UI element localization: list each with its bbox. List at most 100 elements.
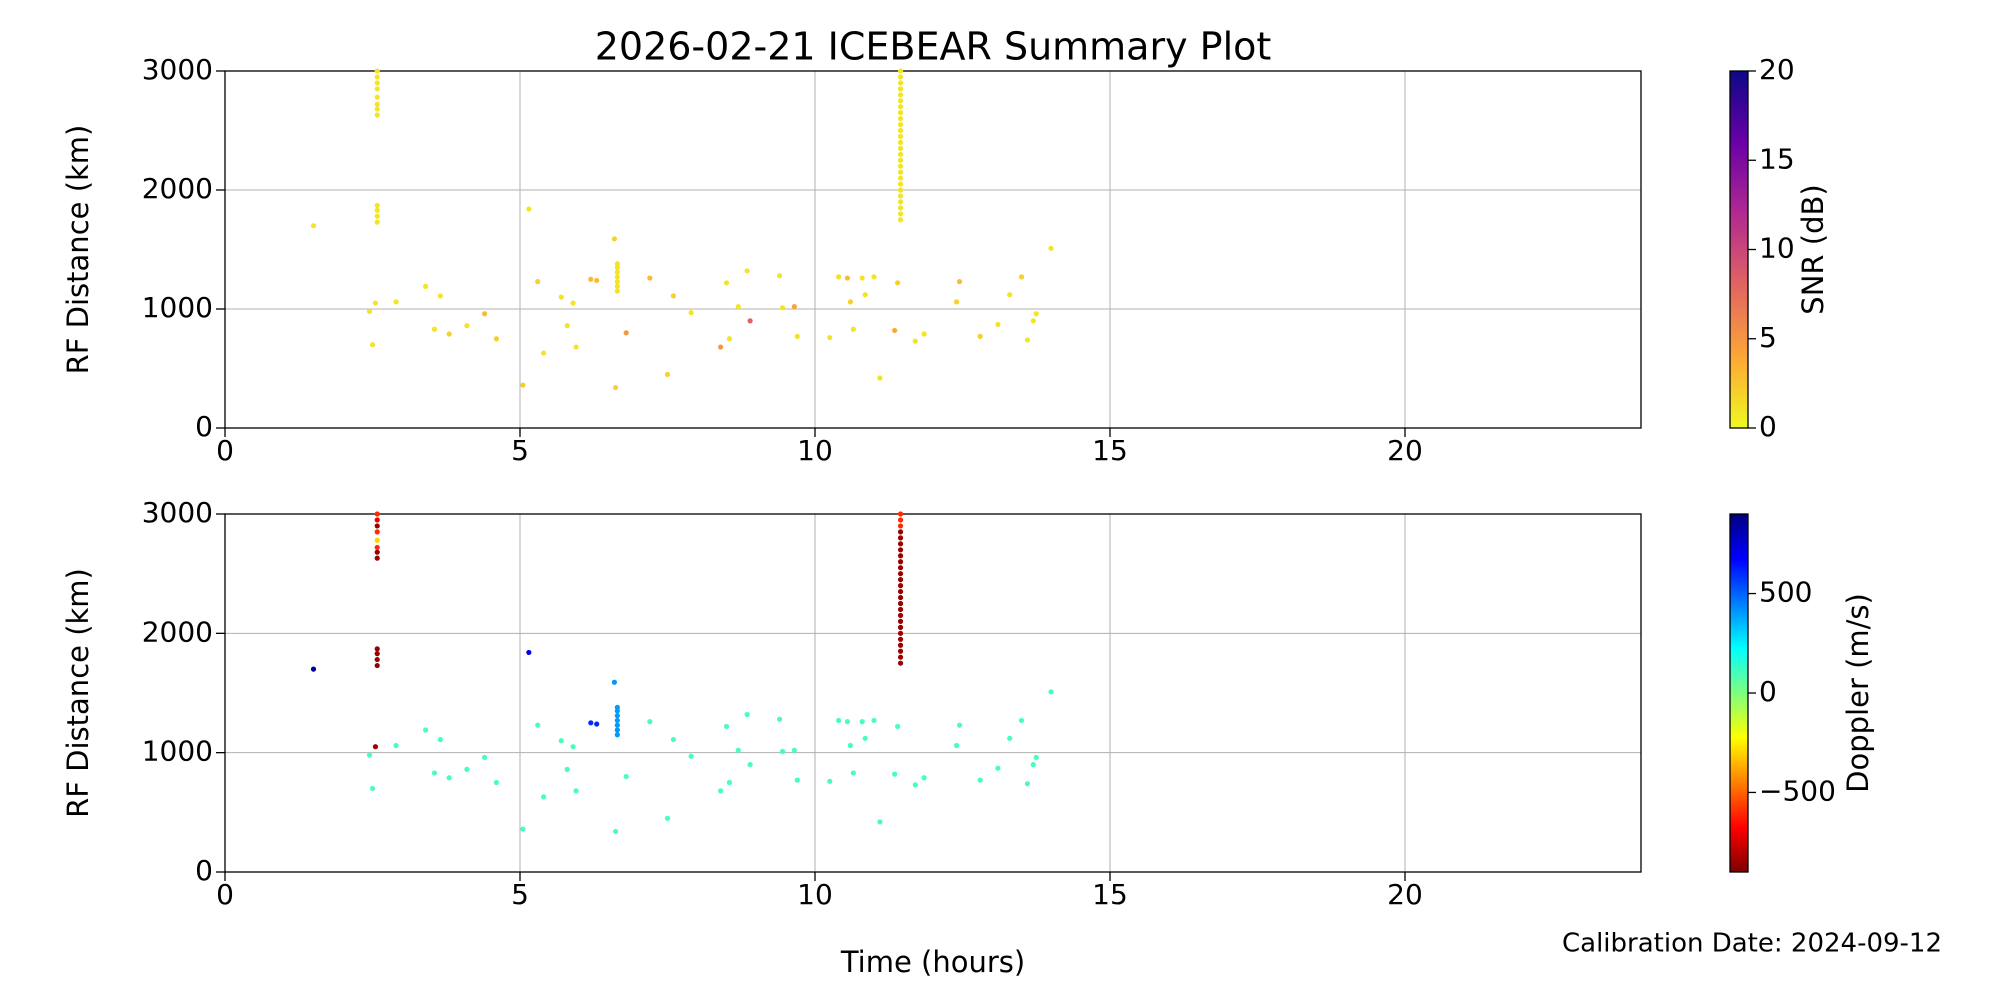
point: [897, 517, 904, 523]
points: [310, 68, 1054, 391]
point: [374, 68, 380, 74]
point: [437, 293, 443, 299]
x-tick-label: 15: [1092, 434, 1128, 467]
point: [614, 704, 620, 710]
point: [374, 549, 380, 555]
point: [688, 753, 694, 759]
points: [310, 511, 1054, 835]
point: [1030, 318, 1036, 324]
point: [897, 553, 904, 559]
x-axis-label: Time (hours): [840, 945, 1025, 979]
point: [895, 280, 901, 286]
plot-area: [225, 71, 1641, 428]
point: [446, 775, 452, 781]
point: [1024, 781, 1030, 787]
point: [897, 642, 904, 648]
point: [493, 779, 499, 786]
point: [744, 268, 750, 274]
point: [664, 815, 671, 821]
colorbar-label: Doppler (m/s): [1841, 593, 1875, 793]
point: [374, 544, 380, 551]
point: [897, 511, 904, 517]
point: [892, 327, 898, 334]
point: [594, 277, 600, 284]
point: [897, 127, 904, 134]
point: [611, 236, 618, 242]
point: [614, 274, 620, 280]
point: [647, 275, 653, 281]
point: [1030, 762, 1036, 768]
y-tick-label: 0: [195, 410, 213, 443]
point: [614, 713, 620, 719]
point: [1048, 245, 1054, 251]
x-tick-label: 15: [1092, 878, 1128, 911]
point: [844, 719, 851, 725]
point: [735, 747, 741, 753]
point: [836, 274, 842, 280]
point: [369, 342, 376, 348]
point: [374, 207, 380, 213]
point: [871, 717, 877, 724]
point: [541, 794, 547, 800]
point: [897, 594, 904, 601]
point: [897, 636, 904, 642]
point: [374, 213, 380, 219]
point: [588, 276, 594, 282]
point: [897, 199, 904, 205]
point: [723, 723, 730, 730]
point: [310, 223, 317, 229]
point: [836, 717, 842, 724]
colorbar: [1729, 513, 1749, 873]
point: [1033, 754, 1039, 761]
colorbar-tick-label: 10: [1759, 232, 1795, 265]
point: [871, 274, 877, 280]
point: [954, 299, 960, 305]
point: [956, 722, 963, 728]
point: [493, 336, 499, 342]
point: [374, 646, 380, 652]
point: [374, 662, 380, 669]
point: [310, 666, 317, 672]
x-tick-label: 5: [511, 434, 529, 467]
point: [777, 716, 783, 722]
point: [847, 742, 854, 749]
point: [594, 721, 600, 727]
point: [779, 305, 786, 311]
point: [897, 205, 904, 211]
point: [744, 711, 750, 718]
point: [670, 293, 677, 299]
point: [464, 323, 470, 329]
point: [664, 371, 671, 378]
point: [977, 777, 983, 783]
point: [897, 163, 904, 169]
point: [535, 722, 541, 728]
x-tick-label: 20: [1387, 434, 1423, 467]
point: [374, 80, 380, 86]
point: [374, 511, 380, 517]
point: [735, 304, 741, 310]
point: [564, 323, 570, 329]
colorbar-tick-label: 500: [1759, 576, 1812, 609]
point: [897, 86, 904, 92]
point: [374, 106, 380, 112]
point: [827, 778, 833, 784]
point: [564, 766, 570, 772]
point: [614, 708, 620, 714]
point: [482, 754, 488, 761]
x-tick-label: 20: [1387, 878, 1423, 911]
point: [897, 193, 904, 199]
point: [535, 279, 541, 285]
point: [647, 719, 653, 725]
point: [372, 744, 379, 750]
point: [877, 819, 883, 825]
y-tick-label: 2000: [142, 172, 213, 205]
point: [897, 541, 904, 547]
point: [862, 735, 868, 741]
point: [688, 309, 694, 316]
point: [897, 565, 904, 571]
colorbar: [1729, 70, 1749, 429]
point: [718, 788, 724, 794]
point: [1048, 689, 1054, 695]
point: [374, 523, 380, 529]
point: [614, 288, 620, 294]
